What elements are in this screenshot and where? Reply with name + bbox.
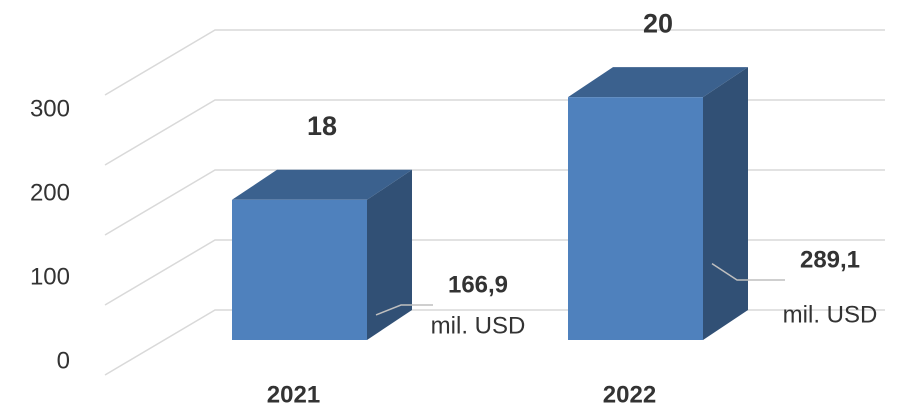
leader-line	[375, 304, 433, 316]
value-label: 289,1	[800, 246, 860, 273]
value-unit: mil. USD	[783, 301, 878, 328]
x-tick-label: 2022	[603, 381, 656, 408]
plot-frame	[104, 29, 885, 96]
bar	[232, 169, 412, 340]
bar-front	[232, 199, 367, 340]
y-tick-label: 200	[30, 179, 70, 206]
bar-side	[367, 169, 412, 340]
y-tick-label: 100	[30, 263, 70, 290]
count-label: 20	[643, 8, 673, 38]
grid-line	[104, 99, 885, 166]
count-label: 18	[307, 111, 337, 141]
y-tick-label: 0	[57, 347, 70, 374]
x-tick-label: 2021	[267, 381, 320, 408]
bar-top	[568, 67, 748, 98]
value-unit: mil. USD	[431, 312, 526, 339]
y-tick-label: 300	[30, 95, 70, 122]
leader-line	[711, 262, 785, 281]
value-label: 166,9	[448, 271, 508, 298]
bar	[568, 67, 748, 340]
grid-line	[104, 169, 885, 236]
bar-side	[703, 67, 748, 340]
bar-front	[568, 97, 703, 340]
bar-top	[232, 169, 412, 200]
